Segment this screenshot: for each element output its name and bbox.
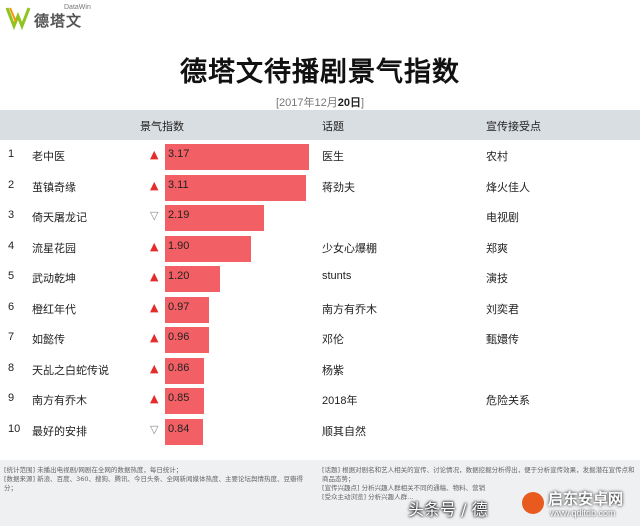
topic-text: 医生 — [322, 151, 344, 163]
rank-number: 6 — [8, 300, 15, 313]
drama-name: 茧镇奇缘 — [32, 180, 76, 194]
datawin-logo-icon — [5, 7, 31, 31]
rank-number: 8 — [8, 361, 15, 374]
table-row: 4 流星花园 ▲ 1.90 少女心爆棚 郑爽 — [0, 232, 640, 262]
index-value: 3.17 — [168, 148, 190, 160]
index-bar — [165, 266, 220, 292]
trend-up-icon: ▲ — [150, 178, 159, 192]
table-row: 5 武动乾坤 ▲ 1.20 stunts 演技 — [0, 262, 640, 292]
header-topic: 话题 — [322, 120, 344, 133]
index-value: 3.11 — [168, 178, 189, 191]
promo-point: 刘奕君 — [486, 302, 519, 316]
topic-text: stunts — [322, 270, 352, 282]
watermark-site-name: 启东安卓网 — [548, 490, 624, 508]
index-bar — [165, 357, 204, 384]
trend-up-icon: ▲ — [150, 361, 159, 375]
trend-up-icon: ▲ — [150, 239, 159, 253]
topic-text: 邓伦 — [322, 334, 344, 346]
drama-name: 武动乾坤 — [32, 272, 76, 285]
trend-down-icon: ▽ — [150, 422, 159, 436]
index-value: 1.90 — [168, 239, 190, 252]
topic-text: 南方有乔木 — [322, 303, 377, 316]
brand-subtitle: DataWin — [64, 4, 91, 11]
promo-point: 甄嬛传 — [486, 333, 519, 346]
brand-logo: DataWin 德塔文 — [4, 4, 124, 32]
promo-point: 郑爽 — [486, 241, 508, 255]
drama-name: 南方有乔木 — [32, 394, 87, 407]
report-date: [2017年12月20日] — [275, 97, 365, 109]
drama-name: 倚天屠龙记 — [32, 211, 87, 224]
drama-name: 最好的安排 — [32, 424, 87, 438]
drama-name: 橙红年代 — [32, 302, 76, 316]
rank-number: 7 — [8, 331, 15, 343]
footer-right: [话题] 根据对剧名和艺人相关的宣传、讨论情况，数据挖掘分析得出，便于分析宣传效… — [322, 466, 635, 501]
index-value: 0.85 — [168, 392, 190, 404]
index-value: 0.86 — [168, 361, 190, 374]
table-row: 7 如懿传 ▲ 0.96 邓伦 甄嬛传 — [0, 323, 640, 353]
index-value: 0.96 — [168, 331, 190, 343]
rank-number: 2 — [8, 178, 15, 191]
drama-name: 如懿传 — [32, 333, 65, 346]
promo-point: 电视剧 — [486, 211, 519, 224]
topic-text: 蒋劲夫 — [322, 181, 355, 194]
index-value: 0.84 — [168, 422, 190, 435]
index-bar — [165, 235, 251, 262]
table-header: 景气指数 话题 宣传接受点 — [0, 110, 640, 140]
page-title: 德塔文待播剧景气指数 — [180, 57, 460, 88]
drama-name: 天乩之白蛇传说 — [32, 363, 109, 377]
index-bar — [165, 327, 209, 353]
watermark-toutiao: 头条号 / 德 — [408, 500, 488, 519]
index-bar — [165, 205, 264, 231]
index-bar — [165, 418, 203, 445]
rank-number: 1 — [8, 148, 15, 160]
table-row: 8 天乩之白蛇传说 ▲ 0.86 杨紫 — [0, 354, 640, 384]
index-bar — [165, 144, 309, 170]
index-bar — [165, 174, 306, 201]
site-logo-icon — [522, 492, 544, 514]
index-value: 1.20 — [168, 270, 190, 282]
drama-name: 流星花园 — [32, 241, 76, 255]
index-value: 0.97 — [168, 300, 190, 313]
header-index: 景气指数 — [140, 120, 184, 133]
index-bar — [165, 388, 204, 414]
rank-number: 10 — [8, 422, 21, 435]
watermark-site-url: www.qdltdb.com — [550, 508, 616, 518]
index-value: 2.19 — [168, 209, 190, 221]
topic-text: 杨紫 — [322, 364, 344, 377]
topic-text: 少女心爆棚 — [322, 242, 377, 255]
trend-up-icon: ▲ — [150, 331, 159, 344]
table-row: 10 最好的安排 ▽ 0.84 顺其自然 — [0, 415, 640, 445]
trend-up-icon: ▲ — [150, 300, 159, 314]
rank-number: 5 — [8, 270, 15, 282]
footer-notes: [统计范围] 未播出电视剧/网剧在全网的数据热度，每日统计； [数据来源] 新浪、… — [0, 460, 640, 526]
promo-point: 危险关系 — [486, 394, 530, 407]
footer-left: [统计范围] 未播出电视剧/网剧在全网的数据热度，每日统计； [数据来源] 新浪、… — [4, 466, 304, 492]
trend-up-icon: ▲ — [150, 148, 159, 161]
brand-name: 德塔文 — [34, 12, 83, 30]
trend-up-icon: ▲ — [150, 392, 159, 405]
watermark-site: 启东安卓网 www.qdltdb.com — [522, 488, 634, 522]
table-row: 3 倚天屠龙记 ▽ 2.19 电视剧 — [0, 201, 640, 231]
rank-number: 9 — [8, 392, 15, 404]
table-row: 2 茧镇奇缘 ▲ 3.11 蒋劲夫 烽火佳人 — [0, 171, 640, 201]
rank-number: 4 — [8, 239, 15, 252]
drama-name: 老中医 — [32, 150, 65, 163]
index-bar — [165, 296, 209, 323]
table-row: 9 南方有乔木 ▲ 0.85 2018年 危险关系 — [0, 384, 640, 414]
promo-point: 农村 — [486, 150, 508, 163]
promo-point: 演技 — [486, 272, 508, 285]
topic-text: 顺其自然 — [322, 425, 366, 438]
rank-number: 3 — [8, 209, 15, 221]
table-row: 1 老中医 ▲ 3.17 医生 农村 — [0, 140, 640, 170]
table-row: 6 橙红年代 ▲ 0.97 南方有乔木 刘奕君 — [0, 293, 640, 323]
promo-point: 烽火佳人 — [486, 180, 530, 194]
header-promo: 宣传接受点 — [486, 120, 541, 133]
trend-up-icon: ▲ — [150, 270, 159, 283]
trend-down-icon: ▽ — [150, 209, 159, 222]
topic-text: 2018年 — [322, 395, 358, 407]
